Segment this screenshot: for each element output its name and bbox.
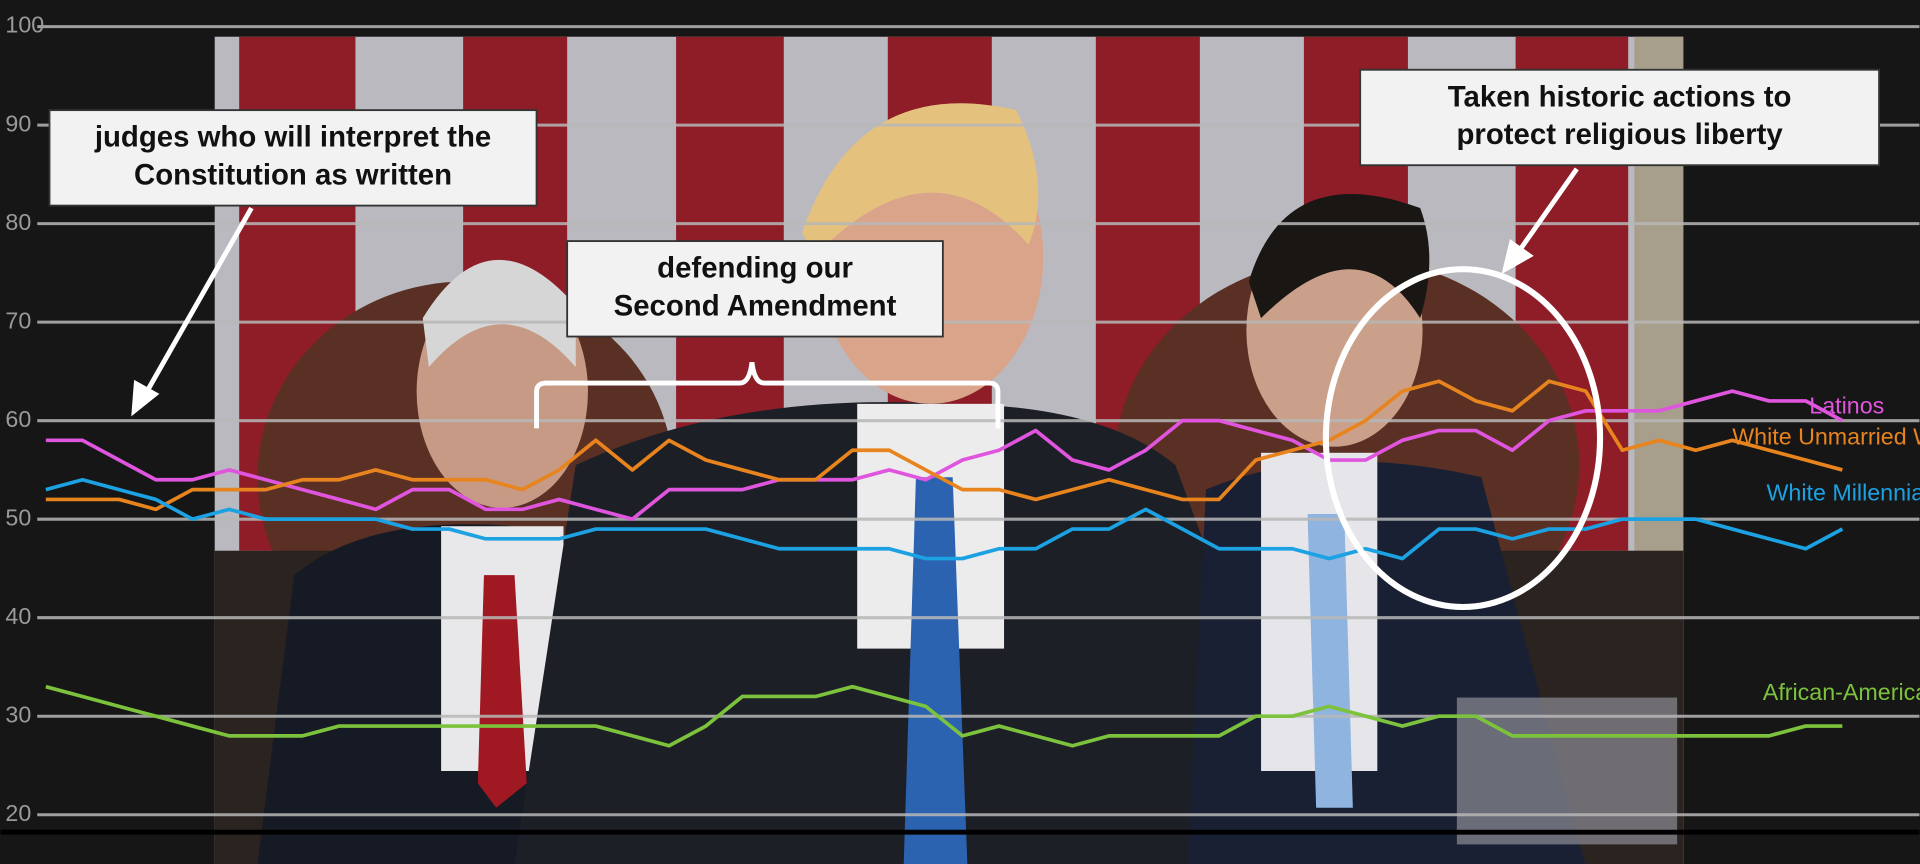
annotation-box — [1359, 68, 1880, 167]
series-label: White Unmarried Women — [1732, 423, 1920, 449]
annotation-box — [566, 240, 944, 338]
y-tick-label: 70 — [5, 307, 31, 333]
annotation-text: Constitution as written — [134, 159, 452, 192]
series-label: Latinos — [1809, 393, 1884, 419]
y-tick-label: 80 — [5, 209, 31, 235]
annotation-text: defending our — [657, 252, 853, 285]
series-line — [45, 379, 1843, 512]
y-tick-label: 100 — [5, 12, 44, 38]
series-label: African-Americans — [1763, 679, 1920, 705]
annotation-text: Taken historic actions to — [1448, 80, 1792, 113]
annotation-text: judges who will interpret the — [94, 121, 491, 154]
y-tick-label: 40 — [5, 603, 31, 629]
annotations: judges who will interpret the Constitutio… — [48, 68, 1880, 338]
series-lines: Latinos White Unmarried Women White Millen… — [45, 379, 1920, 748]
y-tick-label: 50 — [5, 504, 31, 530]
series-label: White Millennials — [1766, 480, 1920, 506]
y-tick-label: 60 — [5, 406, 31, 432]
series-line — [45, 477, 1844, 561]
annotation-text: protect religious liberty — [1456, 118, 1783, 151]
annotation-text: Second Amendment — [614, 290, 897, 323]
y-tick-label: 90 — [5, 110, 31, 136]
annotation-shapes — [131, 167, 1604, 611]
y-tick-label: 20 — [5, 800, 31, 826]
series-line — [45, 389, 1844, 521]
annotation-box — [48, 109, 538, 207]
y-tick-label: 30 — [5, 701, 31, 727]
series-line — [45, 684, 1843, 748]
